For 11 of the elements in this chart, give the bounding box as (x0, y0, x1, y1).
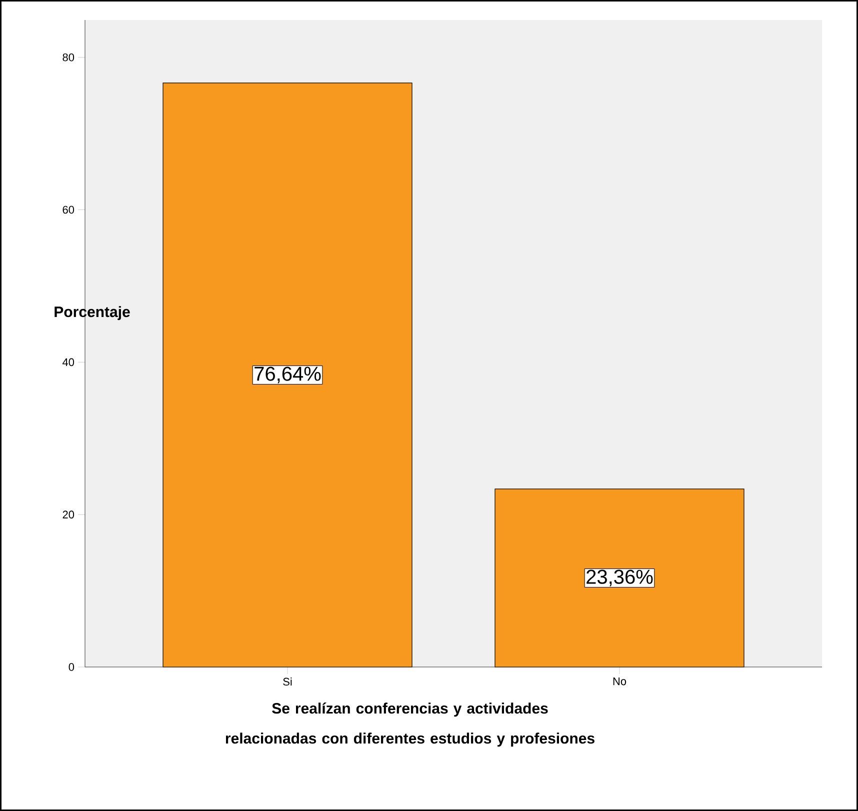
x-tick-label: No (613, 678, 626, 686)
y-tick-label: 20 (62, 510, 74, 518)
data-label: 76,64% (254, 366, 321, 384)
y-axis-title: Porcentaje (54, 306, 130, 320)
x-axis-title: Se realízan conferencias y actividades relacionadas con diferentes estudios y profesiones (226, 702, 594, 747)
y-tick-label: 80 (62, 53, 74, 62)
data-label: 23,36% (586, 570, 653, 586)
y-tick-label: 0 (68, 663, 74, 671)
y-tick-label: 60 (62, 206, 74, 214)
x-tick-label: Si (283, 678, 292, 686)
y-tick-label: 40 (62, 358, 74, 366)
